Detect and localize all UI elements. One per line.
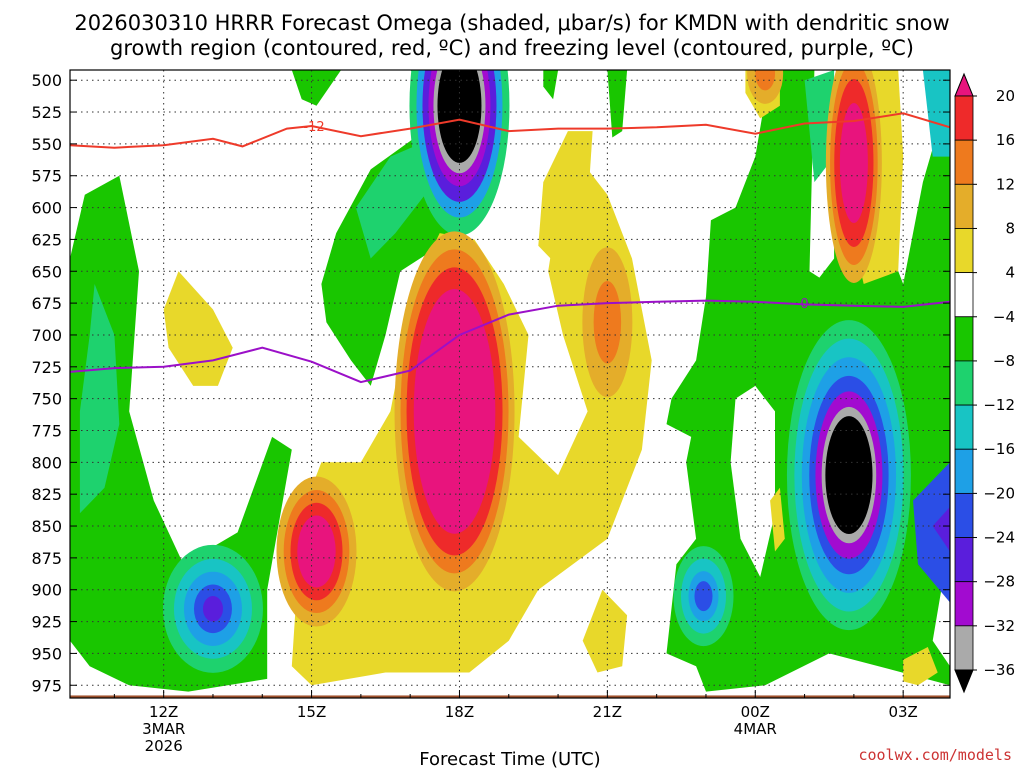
y-tick-label-725: 725	[31, 358, 62, 377]
colorbar-label-12: −32	[983, 617, 1015, 635]
colorbar-bottom-triangle	[954, 669, 974, 694]
blue-core-13z-ring-4	[202, 596, 223, 622]
teal-region-far-right	[922, 70, 950, 157]
y-tick-label-975: 975	[31, 676, 62, 695]
x-tick-label-18-0: 18Z	[445, 703, 474, 721]
orange-core-21z-ring-1	[593, 280, 622, 364]
plot-frame	[69, 69, 951, 699]
surface-strip	[70, 695, 950, 698]
white-hole-right	[730, 385, 775, 577]
teal-region-left2	[213, 80, 263, 119]
teal-region-left	[79, 284, 120, 514]
y-tick-label-625: 625	[31, 230, 62, 249]
y-tick-label-875: 875	[31, 549, 62, 568]
colorbar-label-11: −28	[983, 573, 1015, 591]
chart-title-line-1: 2026030310 HRRR Forecast Omega (shaded, …	[74, 11, 949, 35]
x-tick-label-21-0: 21Z	[593, 703, 622, 721]
y-tick-label-900: 900	[31, 581, 62, 600]
magenta-core-18z-ring-3	[413, 288, 496, 534]
yellow-region-left	[163, 271, 233, 386]
colorbar-band-0	[954, 95, 974, 141]
x-tick-label-12-0: 12Z	[149, 703, 178, 721]
y-axis: 500 525 550 575 600 625 650 675 700 725 750 775 800 8…	[31, 71, 950, 695]
y-tick-label-525: 525	[31, 103, 62, 122]
omega-shading	[70, 70, 950, 698]
x-tick-label-27-0: 03Z	[888, 703, 917, 721]
colorbar-label-4: 4	[1005, 264, 1015, 282]
yellow-region-upper	[538, 131, 593, 272]
orange-core-24z-top-ring-1	[755, 70, 776, 91]
y-tick-label-700: 700	[31, 326, 62, 345]
blue-core-01z-ring-3	[694, 581, 713, 612]
colorbar-label-13: −36	[983, 661, 1015, 679]
colorbar-label-0: 20	[996, 87, 1015, 105]
colorbar-band-9	[954, 492, 974, 538]
colorbar-band-4	[954, 272, 974, 318]
colorbar-label-2: 12	[996, 175, 1015, 193]
y-tick-label-850: 850	[31, 517, 62, 536]
credit-text: coolwx.com/models	[858, 746, 1012, 764]
colorbar-band-3	[954, 228, 974, 274]
colorbar-label-6: −8	[993, 352, 1015, 370]
y-tick-label-500: 500	[31, 71, 62, 90]
x-tick-label-24-1: 4MAR	[734, 720, 777, 738]
colorbar-band-2	[954, 183, 974, 229]
white-hole-right2	[770, 487, 785, 552]
y-tick-label-925: 925	[31, 613, 62, 632]
colorbar-label-9: −20	[983, 484, 1015, 502]
magenta-core-15z-ring-3	[297, 515, 336, 588]
freezing-level-contour	[70, 299, 950, 384]
colorbar-band-8	[954, 448, 974, 494]
colorbar-band-6	[954, 360, 974, 406]
colorbar-label-10: −24	[983, 529, 1015, 547]
x-axis-label: Forecast Time (UTC)	[419, 749, 600, 768]
colorbar: 20 16 12 8 4 −4 −8 −12 −16 −20 −24 −28 −32 −36	[954, 72, 1015, 694]
yellow-region-low2	[903, 647, 938, 686]
colorbar-band-10	[954, 537, 974, 583]
y-tick-label-650: 650	[31, 262, 62, 281]
x-tick-label-12-1: 3MAR	[142, 720, 185, 738]
green-region-top2	[543, 70, 559, 100]
colorbar-band-11	[954, 581, 974, 627]
colorbar-label-1: 16	[996, 131, 1015, 149]
y-tick-label-575: 575	[31, 167, 62, 186]
indigo-wedge-right	[932, 506, 950, 552]
colorbar-band-7	[954, 404, 974, 450]
y-tick-label-750: 750	[31, 390, 62, 409]
y-tick-label-600: 600	[31, 199, 62, 218]
freezing-contour-label: 0	[800, 297, 808, 312]
dendritic-contour-label: -12	[303, 120, 324, 135]
y-tick-label-775: 775	[31, 421, 62, 440]
upper-core-18z-ring-5	[437, 70, 482, 163]
colorbar-band-1	[954, 139, 974, 185]
y-tick-label-800: 800	[31, 453, 62, 472]
blue-wedge-right	[913, 462, 950, 603]
temperature-contours: -12 0	[70, 112, 950, 384]
colorbar-band-12	[954, 625, 974, 671]
colorbar-label-7: −12	[983, 396, 1015, 414]
colorbar-label-3: 8	[1005, 219, 1015, 237]
x-tick-label-24-0: 00Z	[741, 703, 770, 721]
teal-region-mid	[355, 143, 425, 259]
x-tick-label-12-2: 2026	[145, 737, 183, 755]
colorbar-band-5	[954, 316, 974, 362]
green-region-top	[291, 70, 342, 106]
gridlines	[70, 70, 950, 698]
colorbar-top-triangle	[954, 72, 974, 97]
y-tick-label-950: 950	[31, 644, 62, 663]
yellow-region-low	[582, 589, 628, 673]
y-tick-label-675: 675	[31, 294, 62, 313]
green-region-top3	[607, 70, 628, 138]
y-tick-label-550: 550	[31, 135, 62, 154]
magenta-core-02z-ring-3	[839, 102, 868, 223]
x-tick-label-15-0: 15Z	[297, 703, 326, 721]
colorbar-label-5: −4	[993, 308, 1015, 326]
dendritic-minus12-contour	[70, 112, 950, 149]
colorbar-label-8: −16	[983, 440, 1015, 458]
chart-title-line-2: growth region (contoured, red, ºC) and f…	[110, 36, 914, 60]
y-tick-label-825: 825	[31, 485, 62, 504]
lower-core-02z-ring-6	[825, 416, 873, 534]
